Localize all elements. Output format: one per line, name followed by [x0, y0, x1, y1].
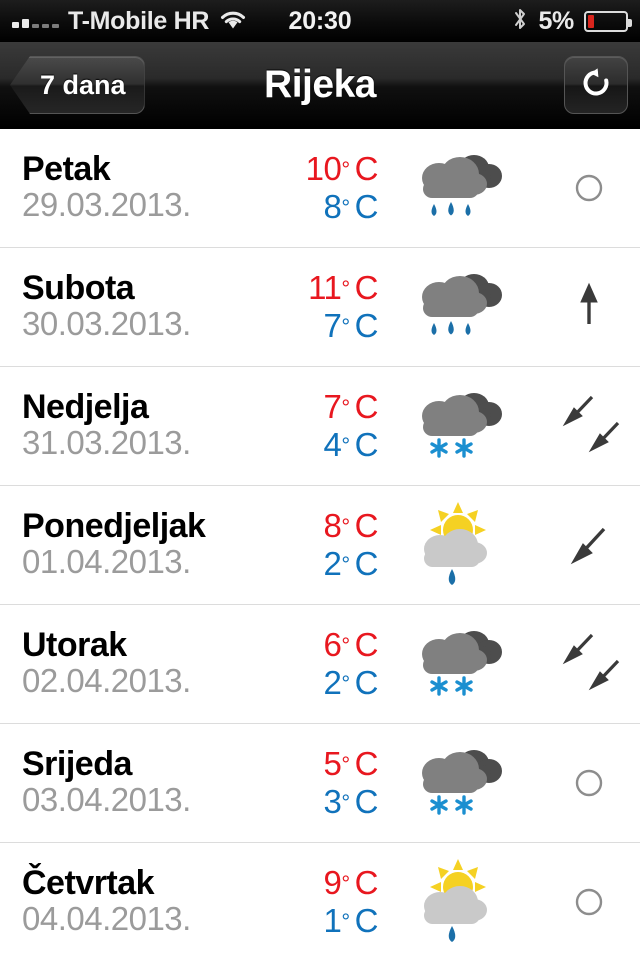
cloudy-rain-icon	[406, 142, 510, 234]
low-temperature: 4° C	[323, 426, 378, 463]
carrier-label: T-Mobile HR	[68, 6, 210, 35]
day-name: Četvrtak	[22, 863, 155, 902]
temperature-column: 8° C 2° C	[268, 507, 378, 582]
day-date: 02.04.2013.	[22, 662, 191, 700]
day-name: Ponedjeljak	[22, 506, 206, 545]
low-temperature: 2° C	[323, 664, 378, 701]
weather-icon-cell	[378, 380, 538, 472]
day-name: Petak	[22, 149, 111, 188]
high-temperature: 6° C	[323, 626, 378, 664]
low-temperature: 7° C	[323, 307, 378, 344]
wind-arrow-southwest-double-icon	[552, 391, 626, 461]
temperature-column: 6° C 2° C	[268, 626, 378, 701]
low-temperature: 1° C	[323, 902, 378, 939]
cloudy-snow-icon	[406, 618, 510, 710]
weather-icon-cell	[378, 618, 538, 710]
status-bar-left: T-Mobile HR	[12, 8, 248, 35]
day-name: Subota	[22, 268, 135, 307]
temperature-column: 7° C 4° C	[268, 388, 378, 463]
status-bar-right: 5%	[512, 6, 632, 37]
weather-icon-cell	[378, 261, 538, 353]
low-temperature: 2° C	[323, 545, 378, 582]
calm-circle-icon	[552, 748, 626, 818]
high-temperature: 11° C	[308, 269, 378, 307]
forecast-row[interactable]: Ponedjeljak 01.04.2013. 8° C 2° C	[0, 486, 640, 605]
refresh-button[interactable]	[564, 56, 628, 114]
back-button-label: 7 dana	[40, 69, 126, 100]
wind-arrow-southwest-double-icon	[552, 629, 626, 699]
high-temperature: 9° C	[323, 864, 378, 902]
refresh-icon	[578, 65, 614, 106]
wind-icon-cell	[538, 748, 640, 818]
temperature-column: 10° C 8° C	[268, 150, 379, 225]
cloudy-snow-icon	[406, 737, 510, 829]
forecast-list: Petak 29.03.2013. 10° C 8° C	[0, 129, 640, 960]
navigation-bar: 7 dana Rijeka	[0, 42, 640, 129]
weather-icon-cell	[378, 499, 538, 591]
forecast-row[interactable]: Četvrtak 04.04.2013. 9° C 1° C	[0, 843, 640, 960]
low-temperature: 8° C	[323, 188, 378, 225]
battery-low-icon	[584, 10, 632, 32]
wifi-icon	[218, 8, 248, 35]
wind-icon-cell	[538, 867, 640, 937]
bluetooth-icon	[512, 6, 528, 37]
forecast-row[interactable]: Nedjelja 31.03.2013. 7° C 4° C	[0, 367, 640, 486]
weather-icon-cell	[378, 737, 538, 829]
signal-bars-icon	[12, 14, 59, 28]
wind-icon-cell	[538, 510, 640, 580]
day-column: Petak 29.03.2013.	[0, 149, 268, 225]
wind-icon-cell	[538, 391, 640, 461]
weather-icon-cell	[378, 856, 538, 948]
sun-cloud-rain-icon	[406, 499, 510, 591]
day-column: Srijeda 03.04.2013.	[0, 744, 268, 820]
low-temperature: 3° C	[323, 783, 378, 820]
day-date: 01.04.2013.	[22, 543, 191, 581]
high-temperature: 10° C	[305, 150, 379, 188]
day-name: Srijeda	[22, 744, 132, 783]
forecast-row[interactable]: Srijeda 03.04.2013. 5° C 3° C	[0, 724, 640, 843]
wind-arrow-southwest-icon	[552, 510, 626, 580]
high-temperature: 5° C	[323, 745, 378, 783]
day-date: 31.03.2013.	[22, 424, 191, 462]
day-column: Nedjelja 31.03.2013.	[0, 387, 268, 463]
high-temperature: 7° C	[323, 388, 378, 426]
battery-percent-label: 5%	[538, 6, 574, 35]
calm-circle-icon	[552, 153, 626, 223]
cloudy-snow-icon	[406, 380, 510, 472]
day-name: Utorak	[22, 625, 127, 664]
calm-circle-icon	[552, 867, 626, 937]
clock-label: 20:30	[288, 6, 352, 35]
forecast-row[interactable]: Subota 30.03.2013. 11° C 7° C	[0, 248, 640, 367]
day-column: Utorak 02.04.2013.	[0, 625, 268, 701]
forecast-row[interactable]: Utorak 02.04.2013. 6° C 2° C	[0, 605, 640, 724]
day-column: Četvrtak 04.04.2013.	[0, 863, 268, 939]
cloudy-rain-icon	[406, 261, 510, 353]
page-title: Rijeka	[264, 63, 376, 106]
status-bar: T-Mobile HR 20:30 5%	[0, 0, 640, 42]
day-date: 03.04.2013.	[22, 781, 191, 819]
high-temperature: 8° C	[323, 507, 378, 545]
wind-icon-cell	[538, 153, 640, 223]
weather-icon-cell	[378, 142, 538, 234]
sun-cloud-rain-icon	[406, 856, 510, 948]
day-date: 30.03.2013.	[22, 305, 191, 343]
wind-arrow-north-icon	[552, 272, 626, 342]
temperature-column: 9° C 1° C	[268, 864, 378, 939]
day-column: Subota 30.03.2013.	[0, 268, 268, 344]
day-date: 04.04.2013.	[22, 900, 191, 938]
temperature-column: 11° C 7° C	[268, 269, 378, 344]
back-button[interactable]: 7 dana	[10, 56, 145, 114]
wind-icon-cell	[538, 272, 640, 342]
day-column: Ponedjeljak 01.04.2013.	[0, 506, 268, 582]
day-date: 29.03.2013.	[22, 186, 191, 224]
day-name: Nedjelja	[22, 387, 149, 426]
forecast-row[interactable]: Petak 29.03.2013. 10° C 8° C	[0, 129, 640, 248]
temperature-column: 5° C 3° C	[268, 745, 378, 820]
wind-icon-cell	[538, 629, 640, 699]
